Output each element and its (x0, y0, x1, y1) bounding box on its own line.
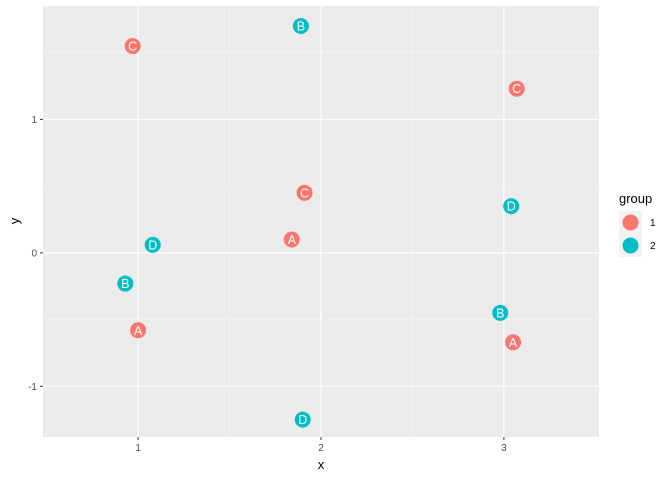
x-tick-label: 3 (501, 443, 507, 454)
data-point: A (130, 322, 147, 339)
legend-entries: 12 (619, 211, 656, 257)
point-marker (283, 231, 300, 248)
data-point: D (503, 198, 520, 215)
data-point: D (294, 411, 311, 428)
point-label: A (134, 324, 143, 338)
x-tick-label: 1 (135, 443, 141, 454)
data-point: B (117, 275, 134, 292)
legend: group 12 (619, 191, 656, 257)
point-label: C (300, 186, 309, 200)
legend-entry: 2 (619, 234, 656, 257)
data-point: D (144, 236, 161, 253)
data-point: C (124, 38, 141, 55)
data-point: A (505, 334, 522, 351)
point-label: D (298, 413, 307, 427)
point-marker (492, 304, 509, 321)
point-marker (296, 184, 313, 201)
x-tick-labels: 1 2 3 (135, 443, 507, 454)
point-marker (294, 411, 311, 428)
point-marker (503, 198, 520, 215)
legend-label: 1 (650, 218, 656, 229)
major-gridlines (43, 6, 599, 437)
axis-ticks (40, 118, 505, 440)
point-label: D (148, 238, 157, 252)
point-marker (505, 334, 522, 351)
data-point: B (292, 18, 309, 35)
point-label: B (297, 20, 305, 34)
x-axis-title: x (318, 457, 325, 472)
point-label: A (288, 233, 297, 247)
data-point: C (508, 80, 525, 97)
point-label: B (496, 306, 504, 320)
point-label: D (507, 200, 516, 214)
point-marker (144, 236, 161, 253)
point-label: C (512, 82, 521, 96)
point-label: B (121, 277, 129, 291)
point-marker (124, 38, 141, 55)
data-point: B (492, 304, 509, 321)
legend-key-marker (622, 214, 639, 231)
legend-entry: 1 (619, 211, 656, 234)
legend-key-marker (622, 237, 639, 254)
y-tick-labels: -1 0 1 (28, 115, 37, 393)
y-tick-label: 0 (31, 248, 37, 259)
y-tick-label: 1 (31, 115, 37, 126)
data-point: C (296, 184, 313, 201)
x-tick-label: 2 (318, 443, 324, 454)
legend-label: 2 (650, 241, 656, 252)
data-point: A (283, 231, 300, 248)
data-points: C C C A A A B D D B B D (117, 18, 525, 428)
point-marker (292, 18, 309, 35)
point-marker (508, 80, 525, 97)
point-marker (130, 322, 147, 339)
legend-title: group (619, 191, 652, 206)
point-label: C (128, 40, 137, 54)
point-label: A (509, 336, 518, 350)
y-tick-label: -1 (28, 382, 37, 393)
point-marker (117, 275, 134, 292)
y-axis-title: y (7, 217, 22, 224)
